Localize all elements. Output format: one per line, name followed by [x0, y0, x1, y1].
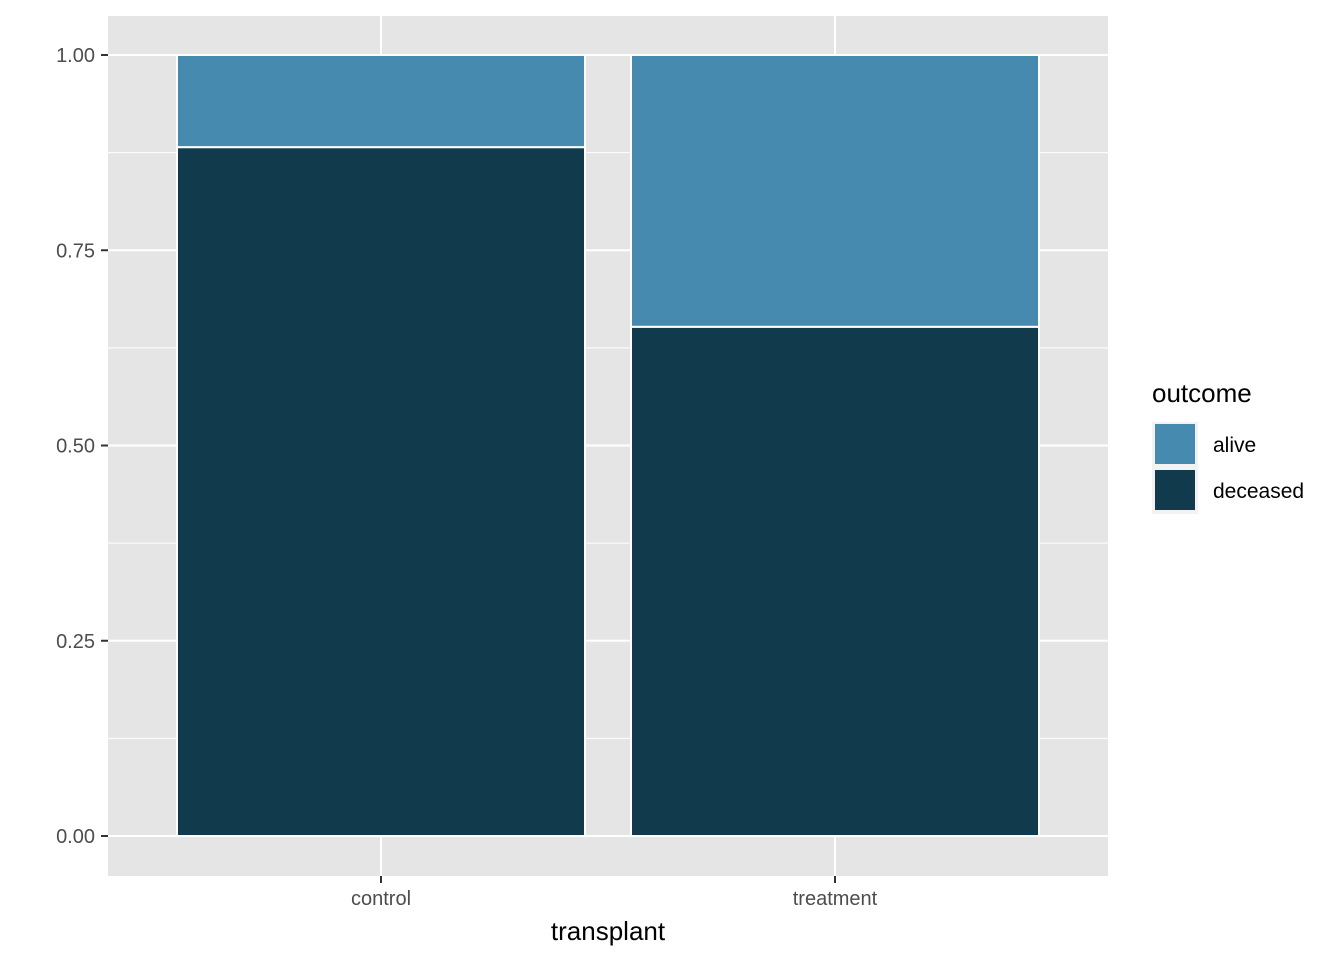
legend-label-deceased: deceased	[1213, 480, 1304, 503]
legend: outcome alive deceased	[1152, 378, 1304, 514]
legend-swatch-alive	[1155, 424, 1195, 464]
bar-treatment-deceased	[630, 325, 1040, 837]
legend-title: outcome	[1152, 378, 1252, 408]
bar-control-alive	[176, 54, 586, 149]
y-tick-label: 0.00	[56, 826, 95, 848]
y-tick-label: 1.00	[56, 45, 95, 67]
y-tick-label: 0.25	[56, 631, 95, 653]
y-tick-label: 0.75	[56, 240, 95, 262]
legend-swatch-deceased	[1155, 470, 1195, 510]
bar-treatment-alive	[630, 54, 1040, 328]
y-axis: 0.00 0.25 0.50 0.75 1.00	[56, 45, 108, 848]
legend-items: alive deceased	[1152, 422, 1304, 514]
bar-control-deceased	[176, 146, 586, 837]
bars	[176, 54, 1040, 837]
x-tick-label-control: control	[351, 888, 411, 910]
x-tick-label-treatment: treatment	[793, 888, 878, 910]
x-axis-title: transplant	[551, 916, 666, 946]
legend-label-alive: alive	[1213, 434, 1256, 457]
x-axis: control treatment	[351, 876, 878, 910]
y-tick-label: 0.50	[56, 436, 95, 458]
